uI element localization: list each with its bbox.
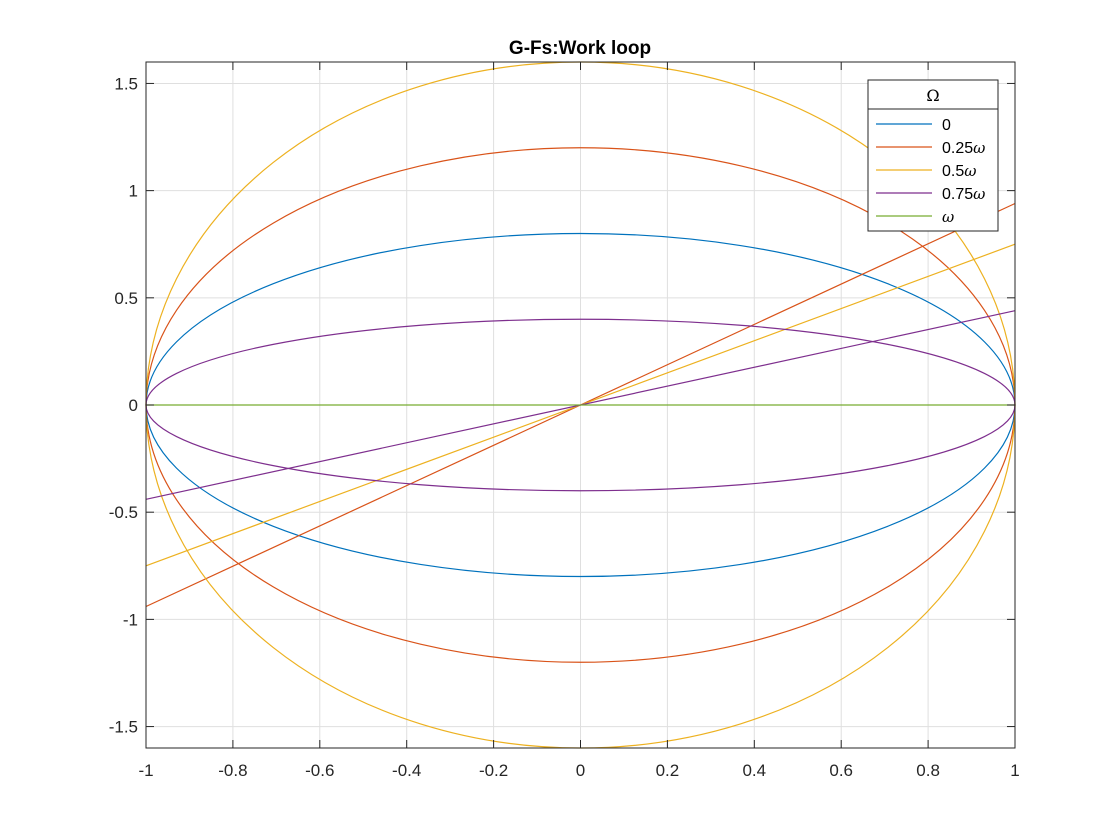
legend-label-1: 0.25ω bbox=[942, 139, 985, 157]
x-tick-label: -0.2 bbox=[479, 761, 508, 780]
x-tick-label: 0.2 bbox=[656, 761, 680, 780]
x-tick-label: 0.6 bbox=[829, 761, 853, 780]
x-tick-label: -1 bbox=[138, 761, 153, 780]
ticks: -1 -0.8 -0.6 -0.4 -0.2 0 0.2 0.4 0.6 0.8 1 -1.5 -1 -0… bbox=[109, 62, 1020, 780]
y-tick-label: 1 bbox=[129, 182, 138, 201]
y-tick-label: 1.5 bbox=[114, 74, 138, 93]
x-tick-label: -0.8 bbox=[218, 761, 247, 780]
legend: Ω 0 0.25ω 0.5ω 0.75ω ω bbox=[867, 79, 999, 232]
legend-label-3: 0.75ω bbox=[942, 185, 985, 203]
legend-entries: 0 0.25ω 0.5ω 0.75ω ω bbox=[876, 117, 985, 226]
x-tick-label: -0.4 bbox=[392, 761, 421, 780]
y-tick-label: 0 bbox=[129, 396, 138, 415]
y-tick-label: -1.5 bbox=[109, 718, 138, 737]
x-tick-label: 1 bbox=[1010, 761, 1019, 780]
y-tick-label: -1 bbox=[123, 610, 138, 629]
x-tick-label: -0.6 bbox=[305, 761, 334, 780]
legend-box bbox=[867, 79, 999, 232]
x-tick-label: 0 bbox=[576, 761, 585, 780]
x-tick-label: 0.8 bbox=[916, 761, 940, 780]
legend-label-2: 0.5ω bbox=[942, 162, 976, 180]
y-tick-label: 0.5 bbox=[114, 289, 138, 308]
legend-label-0: 0 bbox=[942, 117, 951, 134]
legend-label-4: ω bbox=[942, 208, 954, 226]
legend-title: Ω bbox=[926, 86, 939, 105]
y-tick-label: -0.5 bbox=[109, 503, 138, 522]
x-tick-label: 0.4 bbox=[742, 761, 766, 780]
chart-title: G-Fs:Work loop bbox=[509, 38, 651, 59]
